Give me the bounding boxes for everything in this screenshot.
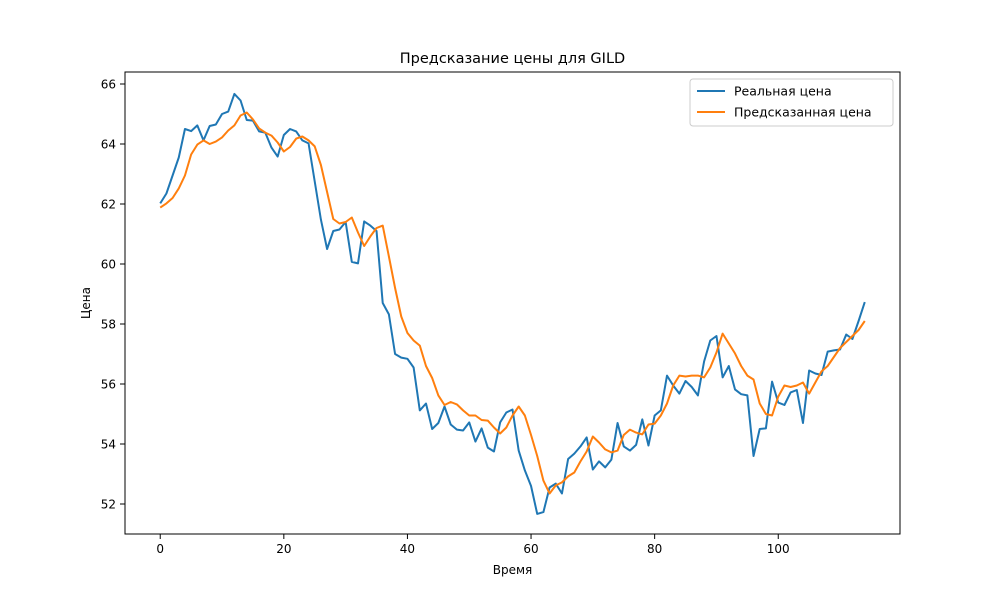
x-tick-label: 40	[400, 542, 415, 556]
series-line-predicted-price	[159, 111, 866, 495]
plot-area	[159, 92, 866, 515]
y-tick-label: 64	[101, 138, 116, 152]
y-tick-label: 58	[101, 318, 116, 332]
y-tick-label: 54	[101, 438, 116, 452]
x-tick-label: 80	[647, 542, 662, 556]
y-tick-label: 62	[101, 198, 116, 212]
legend: Реальная цена Предсказанная цена	[689, 78, 894, 127]
y-tick-label: 66	[101, 78, 116, 92]
y-tick-label: 60	[101, 258, 116, 272]
chart-title: Предсказание цены для GILD	[400, 51, 625, 67]
y-axis-title: Цена	[79, 287, 93, 319]
x-tick-label: 0	[156, 542, 164, 556]
x-tick-label: 20	[276, 542, 291, 556]
legend-label-real-price: Реальная цена	[734, 84, 832, 99]
y-tick-label: 56	[101, 378, 116, 392]
series-line-real-price	[159, 92, 866, 515]
legend-label-predicted-price: Предсказанная цена	[734, 105, 872, 120]
x-axis: 0 20 40 60 80 100	[156, 534, 790, 556]
x-tick-label: 60	[523, 542, 538, 556]
x-axis-title: Время	[493, 563, 533, 577]
legend-box	[689, 78, 894, 127]
y-axis: 52 54 56 58 60 62 64 66	[101, 78, 125, 512]
axes-frame	[124, 71, 901, 535]
x-tick-label: 100	[767, 542, 790, 556]
y-tick-label: 52	[101, 498, 116, 512]
